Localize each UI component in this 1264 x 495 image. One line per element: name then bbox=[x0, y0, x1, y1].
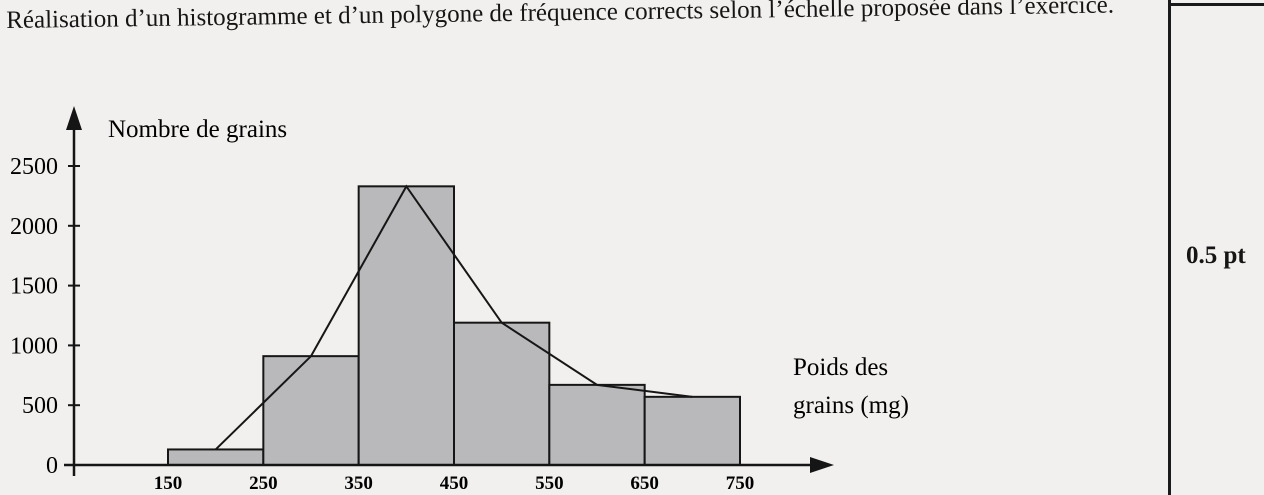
score-column-top-rule bbox=[1168, 3, 1264, 6]
score-points: 0.5 pt bbox=[1186, 242, 1246, 269]
x-tick-label-250: 250 bbox=[249, 473, 278, 494]
y-tick-label-0: 0 bbox=[46, 453, 58, 479]
histogram-bar-5 bbox=[548, 383, 646, 467]
x-tick-label-150: 150 bbox=[154, 473, 183, 494]
x-tick-label-750: 750 bbox=[726, 473, 755, 494]
x-axis-title-line-2: grains (mg) bbox=[793, 392, 909, 419]
x-tick-label-650: 650 bbox=[630, 473, 659, 494]
x-tick-label-550: 550 bbox=[535, 473, 564, 494]
x-axis-arrow bbox=[810, 457, 834, 473]
frequency-polygon bbox=[214, 184, 693, 451]
y-axis-title: Nombre de grains bbox=[108, 116, 287, 143]
histogram-chart: 0 500 1000 1500 2000 2500 150 250 350 450 550 650 7… bbox=[10, 106, 909, 494]
y-tick-label-1000: 1000 bbox=[10, 333, 58, 359]
y-axis-arrow bbox=[66, 106, 82, 130]
score-column-vertical-rule bbox=[1168, 0, 1171, 495]
y-axis-ticks: 0 500 1000 1500 2000 2500 bbox=[10, 154, 80, 479]
histogram-bar-1 bbox=[167, 448, 265, 466]
x-axis-ticks: 150 250 350 450 550 650 750 bbox=[154, 473, 755, 494]
chart-axes bbox=[64, 106, 834, 476]
histogram-bar-4 bbox=[453, 321, 551, 466]
x-tick-label-450: 450 bbox=[440, 473, 469, 494]
histogram-bars bbox=[167, 185, 742, 467]
histogram-bar-2 bbox=[262, 355, 360, 466]
y-tick-label-2500: 2500 bbox=[10, 154, 58, 180]
y-tick-label-500: 500 bbox=[22, 393, 58, 419]
y-tick-label-1500: 1500 bbox=[10, 274, 58, 300]
histogram-bar-6 bbox=[643, 395, 742, 466]
y-tick-label-2000: 2000 bbox=[10, 214, 58, 240]
score-column: 0.5 pt bbox=[1168, 0, 1264, 495]
histogram-bar-3 bbox=[357, 185, 455, 466]
x-axis-title-line-1: Poids des bbox=[793, 354, 888, 381]
x-tick-label-350: 350 bbox=[344, 473, 373, 494]
